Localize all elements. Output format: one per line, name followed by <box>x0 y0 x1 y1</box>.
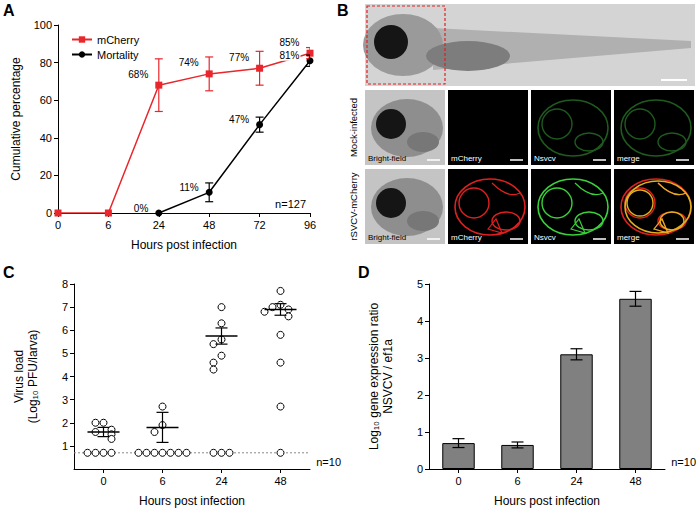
svg-text:0: 0 <box>55 219 61 231</box>
svg-text:48: 48 <box>274 475 286 487</box>
svg-text:72: 72 <box>253 219 265 231</box>
svg-text:7: 7 <box>62 301 68 313</box>
svg-text:3: 3 <box>62 394 68 406</box>
svg-text:Mock-infected: Mock-infected <box>348 98 359 157</box>
svg-text:2: 2 <box>62 417 68 429</box>
svg-text:D: D <box>358 264 370 281</box>
svg-text:merge: merge <box>617 233 640 242</box>
svg-text:4: 4 <box>62 371 68 383</box>
svg-text:47%: 47% <box>229 114 249 125</box>
svg-text:100: 100 <box>34 19 52 31</box>
svg-text:Bright-field: Bright-field <box>368 154 406 163</box>
svg-text:Cumulative percentage: Cumulative percentage <box>9 57 23 181</box>
svg-text:40: 40 <box>40 132 52 144</box>
svg-text:Nsvcv: Nsvcv <box>534 154 556 163</box>
svg-text:6: 6 <box>62 324 68 336</box>
svg-text:Bright-field: Bright-field <box>368 233 406 242</box>
svg-text:mCherry: mCherry <box>451 233 482 242</box>
svg-text:(Log₁₀ PFU/larva): (Log₁₀ PFU/larva) <box>26 330 40 424</box>
svg-text:6: 6 <box>514 475 520 487</box>
svg-text:81%: 81% <box>279 50 299 61</box>
svg-text:n=127: n=127 <box>275 198 306 210</box>
svg-text:0%: 0% <box>134 203 149 214</box>
svg-text:1: 1 <box>62 440 68 452</box>
svg-text:Log₁₀ gene expression ratio: Log₁₀ gene expression ratio <box>367 303 381 450</box>
svg-text:1: 1 <box>417 426 423 438</box>
svg-text:5: 5 <box>417 278 423 290</box>
svg-text:0: 0 <box>417 463 423 475</box>
svg-text:0: 0 <box>455 475 461 487</box>
svg-text:24: 24 <box>215 475 227 487</box>
svg-text:mCherry: mCherry <box>451 154 482 163</box>
svg-text:11%: 11% <box>179 182 198 193</box>
svg-text:B: B <box>337 2 349 19</box>
svg-text:Virus load: Virus load <box>12 350 26 403</box>
svg-text:48: 48 <box>203 219 215 231</box>
svg-text:Hours post infection: Hours post infection <box>131 238 237 252</box>
svg-text:48: 48 <box>629 475 641 487</box>
svg-text:96: 96 <box>304 219 316 231</box>
svg-text:n=10: n=10 <box>671 456 696 468</box>
svg-text:NSVCV / ef1a: NSVCV / ef1a <box>381 339 395 414</box>
svg-text:0: 0 <box>100 475 106 487</box>
svg-text:6: 6 <box>159 475 165 487</box>
svg-text:2: 2 <box>417 389 423 401</box>
svg-text:80: 80 <box>40 57 52 69</box>
svg-text:rSVCV-mCherry: rSVCV-mCherry <box>348 172 359 240</box>
svg-text:5: 5 <box>62 347 68 359</box>
svg-text:n=10: n=10 <box>316 456 341 468</box>
svg-text:merge: merge <box>617 154 640 163</box>
svg-text:Hours post infection: Hours post infection <box>139 494 245 508</box>
svg-text:24: 24 <box>570 475 582 487</box>
svg-text:A: A <box>3 2 15 19</box>
svg-text:74%: 74% <box>179 57 199 68</box>
svg-text:mCherry: mCherry <box>97 34 140 46</box>
svg-text:24: 24 <box>153 219 165 231</box>
svg-text:4: 4 <box>417 315 423 327</box>
svg-text:77%: 77% <box>229 52 249 63</box>
svg-text:60: 60 <box>40 94 52 106</box>
svg-text:20: 20 <box>40 169 52 181</box>
svg-text:3: 3 <box>417 352 423 364</box>
svg-text:0: 0 <box>46 207 52 219</box>
svg-text:C: C <box>3 264 15 281</box>
svg-text:85%: 85% <box>279 37 299 48</box>
svg-text:Mortality: Mortality <box>97 49 139 61</box>
svg-text:Hours post infection: Hours post infection <box>494 494 600 508</box>
svg-text:Nsvcv: Nsvcv <box>534 233 556 242</box>
svg-text:8: 8 <box>62 278 68 290</box>
svg-text:6: 6 <box>105 219 111 231</box>
svg-text:68%: 68% <box>128 69 148 80</box>
